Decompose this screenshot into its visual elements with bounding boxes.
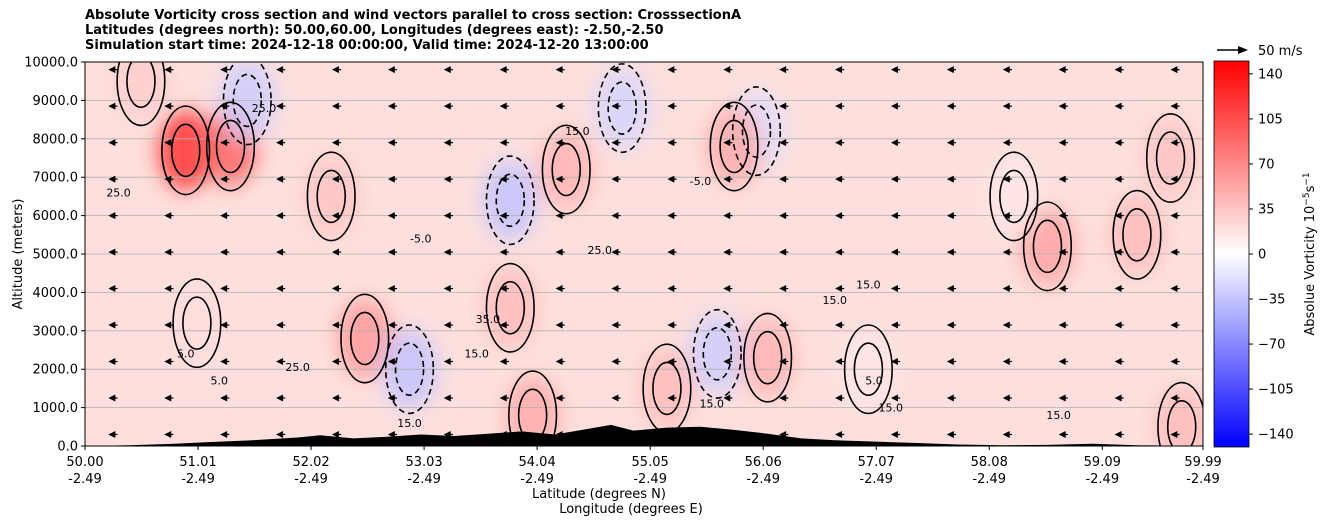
x-axis-label-lat: Latitude (degrees N) bbox=[532, 487, 666, 502]
x-tick-label-lat: 56.06 bbox=[745, 455, 782, 470]
colorbar-tick-label: 35 bbox=[1258, 202, 1275, 217]
contour-label: 15.0 bbox=[856, 279, 881, 292]
contour-label: 15.0 bbox=[397, 417, 422, 430]
colorbar-tick-label: −140 bbox=[1258, 428, 1294, 443]
contour-label: 15.0 bbox=[946, 52, 971, 65]
y-tick-label: 10000.0 bbox=[24, 56, 78, 71]
contour-label: 15.0 bbox=[979, 52, 1004, 65]
quiver-key: 50 m/s bbox=[1217, 44, 1303, 59]
x-tick-label-lat: 53.03 bbox=[405, 455, 442, 470]
vorticity-blob bbox=[113, 41, 169, 121]
contour-label: -5.0 bbox=[410, 232, 431, 245]
x-tick-label-lon: -2.49 bbox=[407, 472, 441, 487]
colorbar-label-main: Absolue Vorticity 10 bbox=[1303, 206, 1318, 336]
x-tick-label-lon: -2.49 bbox=[859, 472, 893, 487]
x-tick-label-lon: -2.49 bbox=[633, 472, 667, 487]
x-tick-label-lon: -2.49 bbox=[520, 472, 554, 487]
x-tick-label-lat: 51.01 bbox=[179, 455, 216, 470]
y-tick-label: 6000.0 bbox=[33, 209, 79, 224]
y-tick-label: 1000.0 bbox=[33, 401, 79, 416]
vorticity-blob bbox=[639, 348, 695, 428]
x-tick-label-lon: -2.49 bbox=[1186, 472, 1220, 487]
y-axis-ticks: 0.0 1000.0 2000.0 3000.0 4000.0 5000.0 6000.0 7… bbox=[24, 56, 85, 455]
vorticity-blob bbox=[689, 314, 745, 394]
vorticity-blob bbox=[482, 268, 538, 348]
x-tick-label-lon: -2.49 bbox=[294, 472, 328, 487]
x-tick-label-lon: -2.49 bbox=[1085, 472, 1119, 487]
x-tick-label-lat: 52.02 bbox=[292, 455, 329, 470]
colorbar-tick-label: −70 bbox=[1258, 338, 1285, 353]
y-tick-label: 0.0 bbox=[57, 440, 78, 455]
contour-label: 15.0 bbox=[464, 348, 489, 361]
colorbar-label: Absolue Vorticity 10−5s−1 bbox=[1302, 172, 1318, 335]
contour-label: -5.0 bbox=[690, 175, 711, 188]
quiver-key-arrow-head bbox=[1238, 46, 1248, 54]
colorbar-tick-label: −35 bbox=[1258, 293, 1285, 308]
vorticity-blob bbox=[1109, 195, 1165, 275]
contour-label: 25.0 bbox=[252, 102, 277, 115]
colorbar-tick-label: 70 bbox=[1258, 157, 1275, 172]
x-axis-label-lon: Longitude (degrees E) bbox=[559, 502, 703, 517]
contour-label: 5.0 bbox=[865, 375, 883, 388]
vorticity-blob bbox=[482, 160, 538, 240]
vorticity-blob bbox=[1143, 118, 1199, 198]
x-tick-label-lat: 59.09 bbox=[1084, 455, 1121, 470]
x-tick-label-lat: 50.00 bbox=[66, 455, 103, 470]
colorbar-gradient bbox=[1214, 61, 1249, 447]
y-tick-label: 5000.0 bbox=[33, 248, 79, 263]
x-tick-label-lon: -2.49 bbox=[972, 472, 1006, 487]
contour-label: 15.0 bbox=[1046, 409, 1071, 422]
colorbar-tick-label: −105 bbox=[1258, 383, 1294, 398]
x-tick-label-lat: 54.04 bbox=[519, 455, 556, 470]
colorbar-label-exp: −5 bbox=[1302, 192, 1312, 205]
y-tick-label: 4000.0 bbox=[33, 286, 79, 301]
contour-label: 35.0 bbox=[476, 313, 501, 326]
colorbar-label-unit-exp: −1 bbox=[1302, 172, 1312, 185]
quiver-key-label: 50 m/s bbox=[1258, 44, 1303, 59]
contour-label: 15.0 bbox=[699, 398, 724, 411]
contour-label: 5.0 bbox=[177, 348, 195, 361]
y-tick-label: 2000.0 bbox=[33, 363, 79, 378]
x-tick-label-lat: 58.08 bbox=[971, 455, 1008, 470]
x-axis-ticks: 50.00 -2.49 51.01 -2.49 52.02 -2.49 53.03 -2.49… bbox=[66, 446, 1221, 487]
vorticity-blob bbox=[986, 156, 1042, 236]
contour-label: 5.0 bbox=[211, 375, 229, 388]
vorticity-blob bbox=[594, 68, 650, 148]
contour-label: 25.0 bbox=[588, 244, 613, 257]
plot-area: 25.0 15.0 -5.0 25.0 15.0 35.0 5.0 25.0 15.0 15.0 5… bbox=[85, 37, 1210, 471]
y-tick-label: 8000.0 bbox=[33, 132, 79, 147]
contour-label: 25.0 bbox=[285, 361, 310, 374]
x-tick-label-lat: 55.05 bbox=[632, 455, 669, 470]
colorbar-tick-label: 105 bbox=[1258, 112, 1283, 127]
vorticity-blob bbox=[740, 318, 796, 398]
contour-label: 15.0 bbox=[565, 125, 590, 138]
contour-label: 15.0 bbox=[823, 294, 848, 307]
cross-section-chart: 25.0 15.0 -5.0 25.0 15.0 35.0 5.0 25.0 15.0 15.0 5… bbox=[0, 0, 1332, 526]
y-tick-label: 7000.0 bbox=[33, 171, 79, 186]
colorbar-tick-label: 0 bbox=[1258, 248, 1266, 263]
contour-label: 15.0 bbox=[879, 401, 904, 414]
x-tick-label-lon: -2.49 bbox=[181, 472, 215, 487]
y-tick-label: 3000.0 bbox=[33, 324, 79, 339]
y-axis-label: Altitude (meters) bbox=[11, 199, 26, 310]
x-tick-label-lat: 57.07 bbox=[858, 455, 895, 470]
colorbar: 140 105 70 35 0 −35 −70 −105 −140 Absolue Vortic… bbox=[1214, 61, 1318, 447]
x-tick-label-lon: -2.49 bbox=[68, 472, 102, 487]
y-tick-label: 9000.0 bbox=[33, 94, 79, 109]
colorbar-tick-label: 140 bbox=[1258, 67, 1283, 82]
colorbar-ticks: 140 105 70 35 0 −35 −70 −105 −140 bbox=[1249, 67, 1294, 442]
contour-label: 25.0 bbox=[106, 186, 131, 199]
x-tick-label-lon: -2.49 bbox=[746, 472, 780, 487]
x-tick-label-lat: 59.99 bbox=[1184, 455, 1221, 470]
vorticity-blob bbox=[538, 130, 594, 210]
vorticity-blob bbox=[303, 156, 359, 236]
